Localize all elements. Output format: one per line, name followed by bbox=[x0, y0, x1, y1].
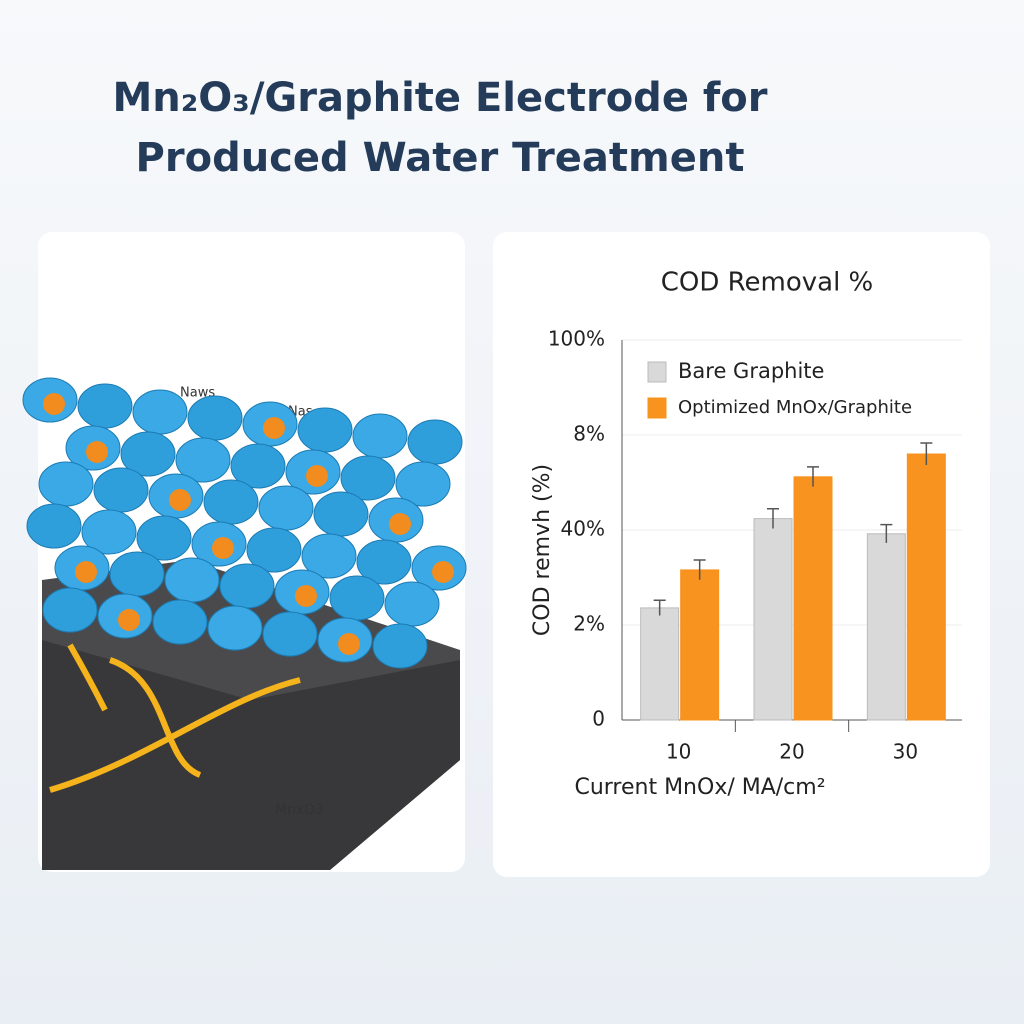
legend-label: Optimized MnOx/Graphite bbox=[678, 397, 912, 418]
ion bbox=[169, 489, 191, 511]
ion bbox=[118, 609, 140, 631]
particle bbox=[175, 437, 231, 483]
y-axis-label: COD remvh (%) bbox=[530, 464, 555, 636]
ion bbox=[432, 561, 454, 583]
flow-arrow bbox=[108, 657, 202, 778]
particle bbox=[132, 389, 188, 435]
bar bbox=[793, 476, 833, 721]
particle bbox=[352, 413, 408, 459]
x-axis-label: Current MnOx/ MA/cm² bbox=[574, 775, 825, 800]
page-title: Mn₂O₃/Graphite Electrode for bbox=[113, 75, 768, 121]
particle bbox=[301, 533, 357, 579]
electrode-side bbox=[42, 640, 460, 870]
particle bbox=[26, 503, 82, 549]
particle bbox=[203, 479, 259, 525]
particle bbox=[109, 551, 165, 597]
particle bbox=[207, 605, 263, 651]
y-tick-label: 2% bbox=[573, 612, 605, 636]
y-tick-label: 40% bbox=[561, 517, 605, 541]
flow-arrow bbox=[67, 643, 108, 712]
particle bbox=[81, 509, 137, 555]
particle bbox=[230, 443, 286, 489]
y-tick-label: 8% bbox=[573, 422, 605, 446]
particle bbox=[42, 587, 98, 633]
particle bbox=[164, 557, 220, 603]
error-bar bbox=[693, 559, 706, 580]
particle bbox=[136, 515, 192, 561]
chart-title: COD Removal % bbox=[661, 268, 874, 298]
particle bbox=[372, 623, 428, 669]
particle bbox=[120, 431, 176, 477]
ion bbox=[75, 561, 97, 583]
particle bbox=[395, 461, 451, 507]
bar bbox=[866, 533, 906, 721]
y-tick-label: 0 bbox=[592, 707, 605, 731]
bar bbox=[680, 569, 720, 721]
particle bbox=[384, 581, 440, 627]
bar bbox=[906, 453, 946, 721]
particle bbox=[93, 467, 149, 513]
illustration-label: MnxO3 bbox=[275, 802, 324, 818]
bar bbox=[640, 607, 680, 721]
particle bbox=[219, 563, 275, 609]
legend-swatch bbox=[647, 361, 667, 383]
particle bbox=[407, 419, 463, 465]
x-tick-label: 10 bbox=[666, 740, 691, 764]
particle bbox=[329, 575, 385, 621]
ion bbox=[389, 513, 411, 535]
legend-label: Bare Graphite bbox=[678, 359, 824, 383]
particle bbox=[340, 455, 396, 501]
ion bbox=[338, 633, 360, 655]
error-bar bbox=[767, 507, 779, 529]
flow-arrow bbox=[49, 677, 301, 793]
ion bbox=[43, 393, 65, 415]
ion bbox=[295, 585, 317, 607]
particle bbox=[38, 461, 94, 507]
page-title: Produced Water Treatment bbox=[136, 135, 745, 181]
ion bbox=[306, 465, 328, 487]
particle bbox=[313, 491, 369, 537]
ion bbox=[263, 417, 285, 439]
particle bbox=[246, 527, 302, 573]
particle bbox=[258, 485, 314, 531]
x-tick-label: 30 bbox=[893, 740, 918, 764]
error-bar bbox=[880, 523, 893, 543]
particle bbox=[187, 395, 243, 441]
particle bbox=[356, 539, 412, 585]
particle bbox=[77, 383, 133, 429]
particle bbox=[297, 407, 353, 453]
chart-card bbox=[493, 232, 990, 877]
ion bbox=[212, 537, 234, 559]
x-tick-label: 20 bbox=[779, 740, 804, 764]
illustration: Naws Nas MnxO3 bbox=[22, 377, 467, 870]
legend-swatch bbox=[647, 397, 667, 419]
particle bbox=[152, 599, 208, 645]
error-bar bbox=[807, 466, 819, 487]
y-tick-label: 100% bbox=[548, 327, 605, 351]
bar bbox=[753, 518, 793, 721]
ion bbox=[86, 441, 108, 463]
particle bbox=[262, 611, 318, 657]
error-bar bbox=[920, 442, 933, 466]
error-bar bbox=[653, 599, 666, 616]
